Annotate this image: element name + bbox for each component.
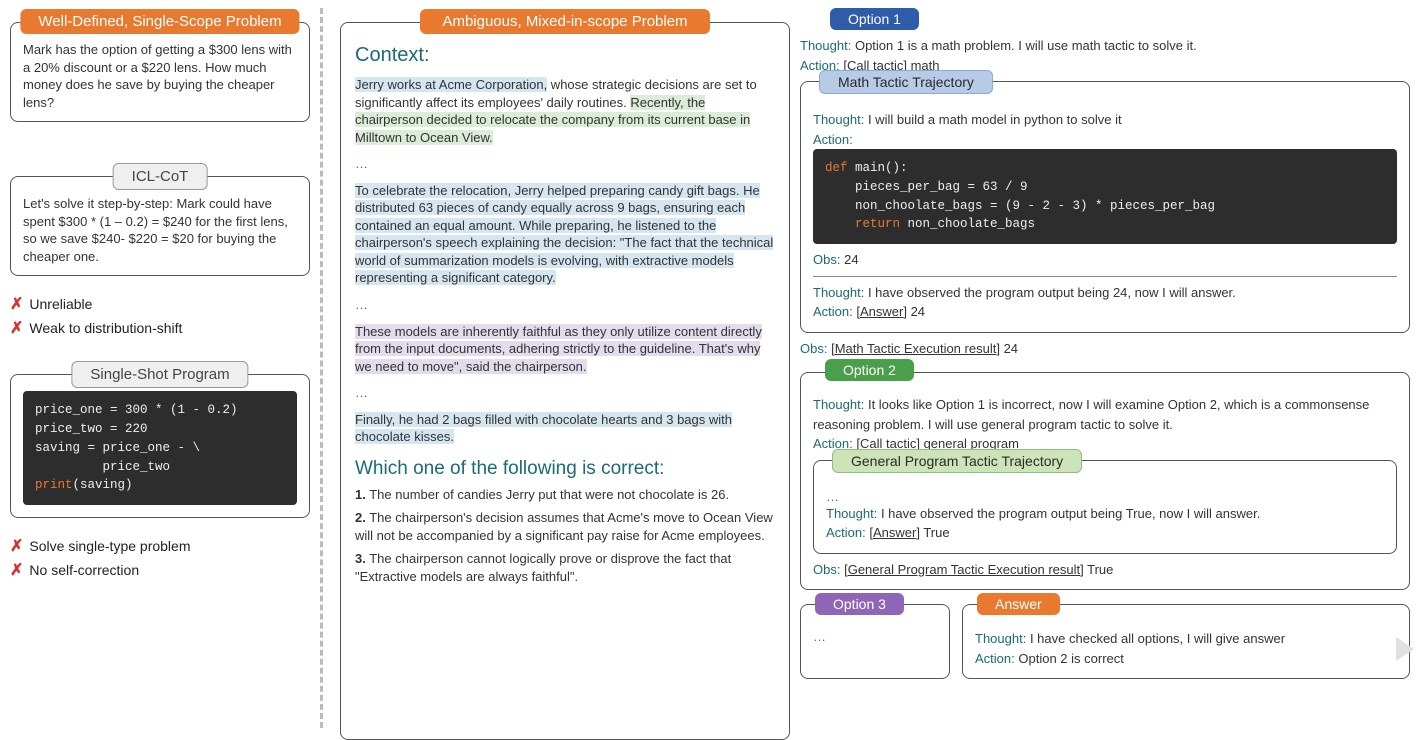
ellipsis: …	[355, 384, 775, 402]
context-body: Jerry works at Acme Corporation, whose s…	[355, 76, 775, 446]
fail-item: ✗ Unreliable	[10, 294, 310, 314]
math-tactic-badge: Math Tactic Trajectory	[819, 70, 993, 94]
ellipsis: …	[355, 296, 775, 314]
ellipsis: …	[826, 489, 1384, 504]
option2-badge: Option 2	[825, 359, 914, 381]
general-program-panel: General Program Tactic Trajectory … Thou…	[813, 460, 1397, 554]
fail-text: Solve single-type problem	[29, 538, 190, 554]
middle-column: Ambiguous, Mixed-in-scope Problem Contex…	[340, 8, 790, 740]
math-tactic-panel: Math Tactic Trajectory Thought: I will b…	[800, 81, 1410, 333]
fail-item: ✗ Solve single-type problem	[10, 536, 310, 556]
context-heading: Context:	[355, 44, 775, 67]
single-shot-panel: Single-Shot Program price_one = 300 * (1…	[10, 374, 310, 518]
option1-badge: Option 1	[830, 8, 919, 30]
single-shot-code: price_one = 300 * (1 - 0.2) price_two = …	[23, 391, 297, 505]
answer-panel: Answer Thought: I have checked all optio…	[962, 604, 1410, 679]
context-span: Finally, he had 2 bags filled with choco…	[355, 412, 732, 445]
context-span: These models are inherently faithful as …	[355, 324, 762, 374]
math-code: def main(): pieces_per_bag = 63 / 9 non_…	[813, 149, 1397, 244]
fail-item: ✗ Weak to distribution-shift	[10, 318, 310, 338]
ellipsis: …	[813, 629, 937, 644]
option-line: 2. The chairperson's decision assumes th…	[355, 509, 775, 544]
fail-text: Unreliable	[29, 296, 92, 312]
fail-item: ✗ No self-correction	[10, 560, 310, 580]
left-column: Well-Defined, Single-Scope Problem Mark …	[10, 8, 310, 580]
fail-text: Weak to distribution-shift	[29, 320, 182, 336]
ambiguous-title: Ambiguous, Mixed-in-scope Problem	[420, 9, 709, 34]
x-icon: ✗	[10, 562, 23, 579]
ellipsis: …	[355, 155, 775, 173]
answer-badge: Answer	[977, 593, 1060, 615]
x-icon: ✗	[10, 296, 23, 313]
option2-block: Option 2 Thought: It looks like Option 1…	[800, 372, 1410, 590]
ambiguous-panel: Ambiguous, Mixed-in-scope Problem Contex…	[340, 22, 790, 740]
bottom-row: Option 3 … Answer Thought: I have checke…	[800, 604, 1410, 679]
context-span: Jerry works at Acme Corporation,	[355, 77, 547, 92]
well-defined-body: Mark has the option of getting a $300 le…	[23, 41, 297, 111]
thought-line: Thought: Option 1 is a math problem. I w…	[800, 36, 1410, 56]
option-line: 1. The number of candies Jerry put that …	[355, 486, 775, 504]
option1-block: Option 1 Thought: Option 1 is a math pro…	[800, 8, 1410, 358]
option-line: 3. The chairperson cannot logically prov…	[355, 550, 775, 585]
x-icon: ✗	[10, 320, 23, 337]
arrow-icon	[1396, 637, 1414, 661]
single-shot-title: Single-Shot Program	[71, 361, 248, 388]
context-span: To celebrate the relocation, Jerry helpe…	[355, 183, 773, 286]
icl-cot-panel: ICL-CoT Let's solve it step-by-step: Mar…	[10, 176, 310, 276]
option3-panel: Option 3 …	[800, 604, 950, 679]
well-defined-panel: Well-Defined, Single-Scope Problem Mark …	[10, 22, 310, 122]
general-program-badge: General Program Tactic Trajectory	[832, 449, 1082, 473]
icl-cot-body: Let's solve it step-by-step: Mark could …	[23, 195, 297, 265]
fail-text: No self-correction	[29, 562, 139, 578]
well-defined-title: Well-Defined, Single-Scope Problem	[20, 9, 299, 34]
which-heading: Which one of the following is correct:	[355, 458, 775, 480]
obs-line: Obs: [Math Tactic Execution result] 24	[800, 339, 1410, 359]
column-divider	[320, 8, 323, 728]
icl-cot-title: ICL-CoT	[113, 163, 208, 190]
x-icon: ✗	[10, 538, 23, 555]
option3-badge: Option 3	[815, 593, 904, 615]
right-column: Option 1 Thought: Option 1 is a math pro…	[800, 8, 1410, 679]
